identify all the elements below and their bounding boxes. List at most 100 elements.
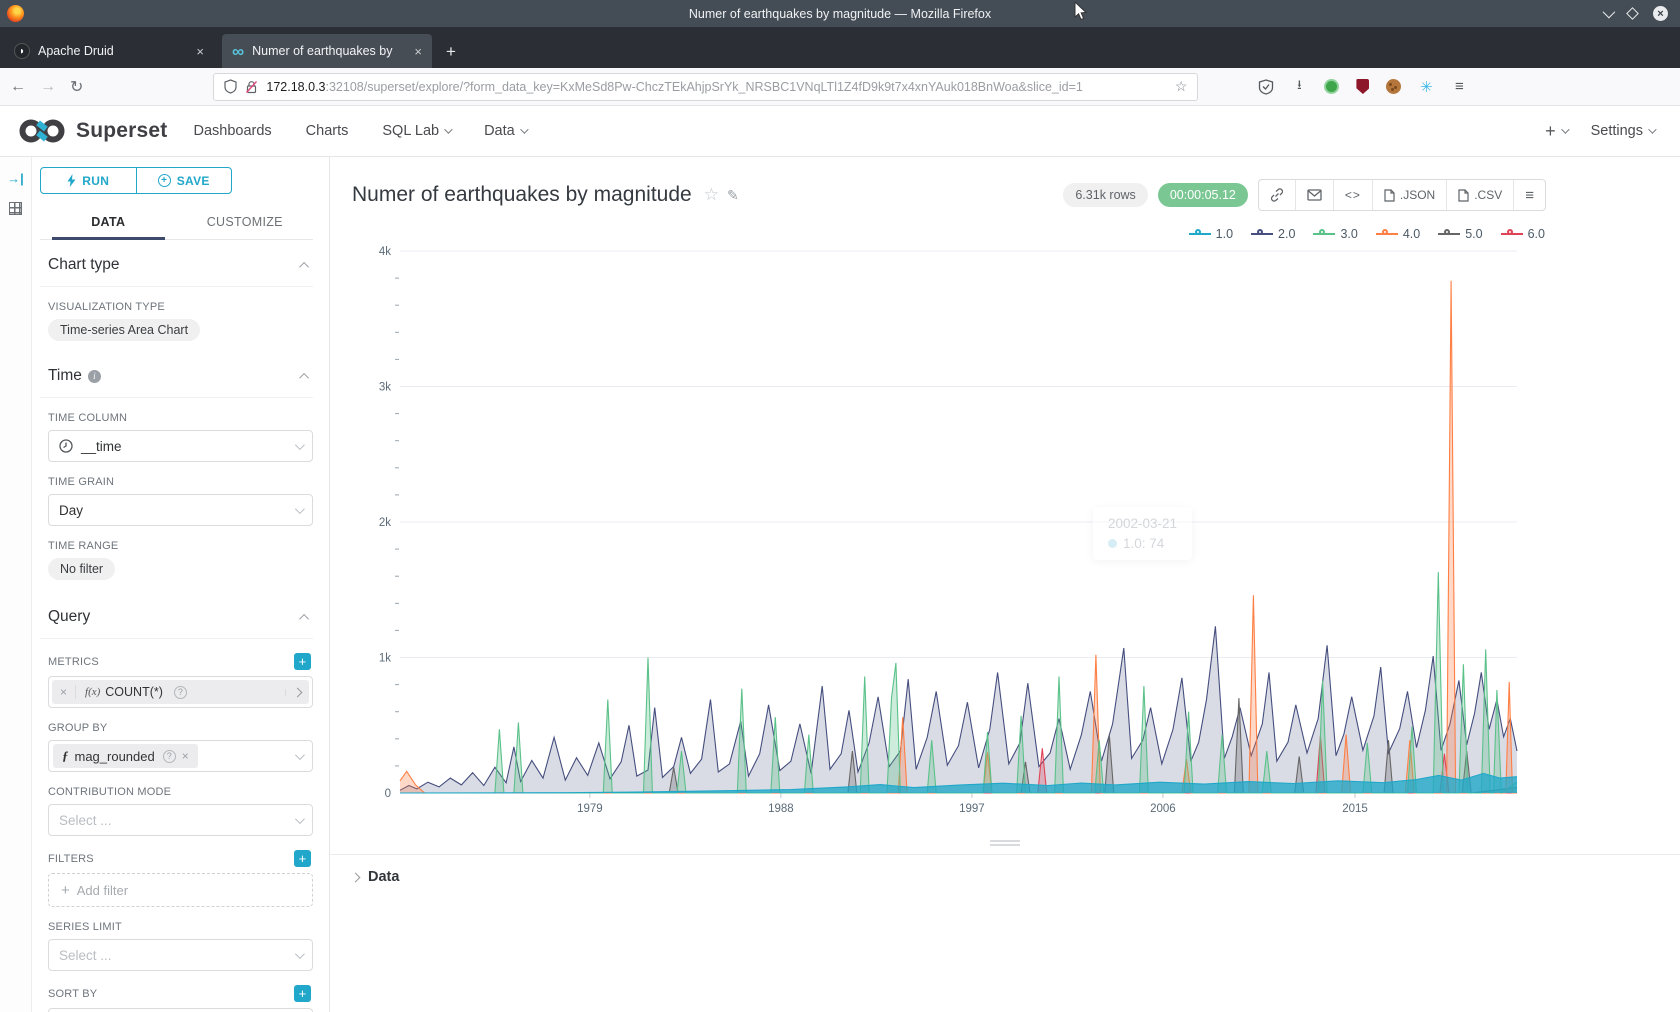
superset-brand[interactable]: Superset	[16, 116, 167, 146]
question-icon: ?	[174, 686, 187, 699]
add-filter-dropzone[interactable]: +Add filter	[48, 873, 313, 907]
chevron-down-icon	[1561, 125, 1569, 133]
tracking-shield-icon[interactable]	[224, 79, 237, 94]
legend-item-2.0[interactable]: 2.0	[1251, 227, 1295, 241]
tooltip-date: 2002-03-21	[1108, 516, 1177, 531]
tab-customize[interactable]: CUSTOMIZE	[177, 206, 314, 239]
question-icon: ?	[163, 750, 176, 763]
nav-item-data[interactable]: Data	[484, 123, 526, 139]
nav-item-charts[interactable]: Charts	[306, 123, 349, 139]
insecure-lock-icon[interactable]	[245, 80, 258, 94]
section-time[interactable]: Timei	[40, 351, 313, 398]
extension-asterisk-icon[interactable]: ✳	[1418, 79, 1434, 95]
edit-title-icon[interactable]: ✎	[727, 187, 739, 204]
data-results-panel[interactable]: Data	[330, 854, 1680, 885]
chevron-down-icon	[295, 750, 305, 760]
save-button[interactable]: + SAVE	[136, 168, 232, 193]
legend-item-3.0[interactable]: 3.0	[1313, 227, 1357, 241]
new-tab-button[interactable]: +	[446, 42, 456, 68]
series-limit-select[interactable]: Select ...	[48, 939, 313, 971]
nav-item-dashboards[interactable]: Dashboards	[193, 123, 271, 139]
chart-legend: 1.0 2.0 3.0 4.0 5.0 6.0	[330, 211, 1680, 241]
menu-hamburger-icon[interactable]: ≡	[1451, 79, 1467, 95]
svg-text:4k: 4k	[379, 246, 391, 258]
viz-type-pill[interactable]: Time-series Area Chart	[48, 319, 200, 341]
run-button[interactable]: RUN	[41, 168, 136, 193]
metric-pill[interactable]: × f(x) COUNT(*) ?	[52, 680, 309, 704]
contribution-mode-select[interactable]: Select ...	[48, 804, 313, 836]
chevron-down-icon	[1648, 125, 1656, 133]
favorite-star-icon[interactable]: ☆	[704, 185, 719, 205]
timeseries-area-chart[interactable]: 01k2k3k4k19791988199720062015 2002-03-21…	[370, 241, 1680, 828]
file-icon	[1384, 189, 1395, 202]
sort-by-select[interactable]: Select ...	[48, 1008, 313, 1012]
panel-resize-handle[interactable]	[990, 840, 1020, 846]
svg-text:1997: 1997	[959, 803, 985, 815]
chevron-up-icon	[299, 613, 309, 623]
settings-menu[interactable]: Settings	[1591, 123, 1654, 139]
contribution-mode-label: CONTRIBUTION MODE	[48, 786, 313, 798]
legend-item-5.0[interactable]: 5.0	[1438, 227, 1482, 241]
forward-button[interactable]: →	[40, 78, 56, 96]
new-menu-button[interactable]: +	[1545, 121, 1567, 142]
group-by-select[interactable]: ƒ mag_rounded ? ×	[48, 740, 313, 772]
add-sort-by-button[interactable]: +	[294, 985, 311, 1002]
svg-text:1k: 1k	[379, 653, 391, 665]
expand-datasource-icon[interactable]: →|	[7, 171, 24, 186]
legend-item-6.0[interactable]: 6.0	[1501, 227, 1545, 241]
tab-apache-druid[interactable]: ◗ Apache Druid ×	[4, 34, 214, 68]
privacy-extension-icon[interactable]	[1324, 79, 1339, 94]
section-chart-type[interactable]: Chart type	[40, 240, 313, 287]
cookie-extension-icon[interactable]	[1386, 79, 1401, 94]
reload-button[interactable]: ↻	[70, 77, 83, 97]
url-input[interactable]: 172.18.0.3:32108/superset/explore/?form_…	[213, 73, 1198, 101]
datasource-grid-icon[interactable]	[9, 202, 22, 215]
export-csv-button[interactable]: .CSV	[1446, 180, 1513, 210]
bookmark-star-icon[interactable]: ☆	[1175, 78, 1188, 95]
pocket-shield-icon[interactable]	[1258, 79, 1274, 95]
copy-link-button[interactable]	[1259, 180, 1295, 210]
fx-icon: f(x)	[85, 686, 100, 698]
downloads-icon[interactable]: ⭳	[1291, 79, 1307, 95]
section-query[interactable]: Query	[40, 592, 313, 639]
export-json-button[interactable]: .JSON	[1372, 180, 1446, 210]
chevron-down-icon	[444, 125, 452, 133]
legend-item-1.0[interactable]: 1.0	[1189, 227, 1233, 241]
embed-code-button[interactable]: <>	[1333, 180, 1372, 210]
tab-close-icon[interactable]: ×	[414, 44, 422, 59]
email-button[interactable]	[1295, 180, 1333, 210]
svg-text:2k: 2k	[379, 517, 391, 529]
legend-marker-icon	[1313, 229, 1335, 239]
time-column-label: TIME COLUMN	[48, 412, 313, 424]
tab-close-icon[interactable]: ×	[196, 44, 204, 59]
window-minimize-icon[interactable]	[1603, 6, 1616, 19]
remove-column-icon[interactable]: ×	[182, 749, 189, 763]
add-filter-plus-button[interactable]: +	[294, 850, 311, 867]
window-close-icon[interactable]: ×	[1653, 6, 1668, 21]
chart-title: Numer of earthquakes by magnitude	[352, 183, 692, 207]
legend-item-4.0[interactable]: 4.0	[1376, 227, 1420, 241]
filters-label: FILTERS+	[48, 850, 313, 867]
expand-metric-icon[interactable]	[285, 689, 309, 696]
tab-bar: ◗ Apache Druid × ∞ Numer of earthquakes …	[0, 27, 1680, 68]
window-maximize-icon[interactable]	[1626, 7, 1639, 20]
nav-item-sql-lab[interactable]: SQL Lab	[382, 123, 450, 139]
time-column-select[interactable]: __time	[48, 430, 313, 462]
tab-data[interactable]: DATA	[40, 206, 177, 239]
back-button[interactable]: ←	[10, 78, 26, 96]
series-limit-label: SERIES LIMIT	[48, 921, 313, 933]
series-dot-icon	[1108, 539, 1117, 548]
group-by-pill[interactable]: ƒ mag_rounded ? ×	[53, 744, 198, 768]
sort-by-label: SORT BY+	[48, 985, 313, 1002]
control-panel: RUN + SAVE DATA CUSTOMIZE Chart type VIS…	[32, 157, 330, 1012]
more-options-button[interactable]: ≡	[1513, 180, 1545, 210]
chevron-up-icon	[299, 261, 309, 271]
tab-earthquakes[interactable]: ∞ Numer of earthquakes by ×	[222, 34, 432, 68]
ublock-icon[interactable]	[1356, 79, 1369, 94]
chevron-down-icon	[295, 949, 305, 959]
add-metric-button[interactable]: +	[294, 653, 311, 670]
svg-text:3k: 3k	[379, 382, 391, 394]
time-grain-select[interactable]: Day	[48, 494, 313, 526]
remove-metric-icon[interactable]: ×	[52, 685, 76, 699]
time-range-pill[interactable]: No filter	[48, 558, 115, 580]
